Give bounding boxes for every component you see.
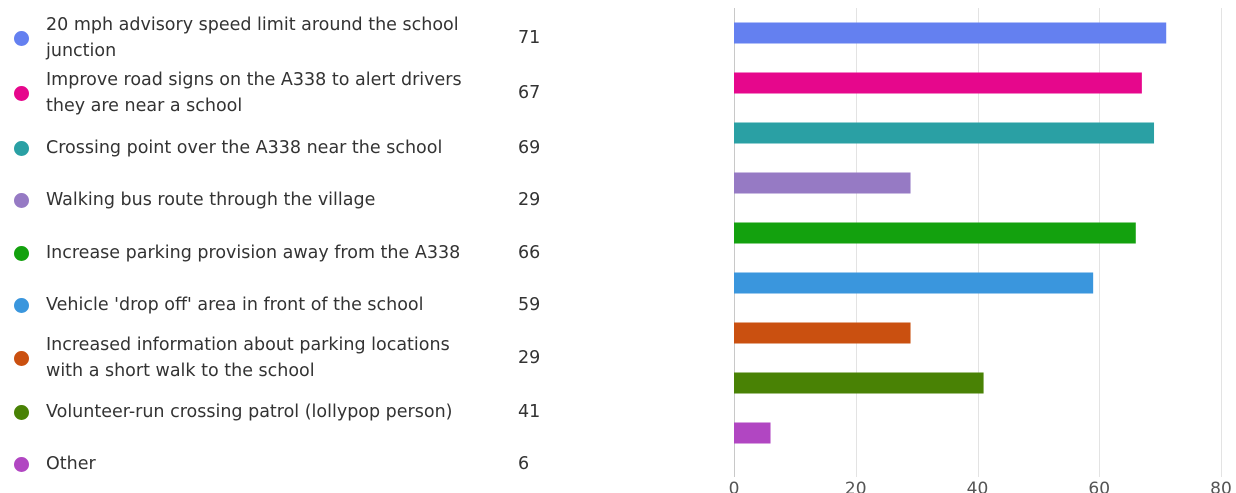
legend-dot-icon xyxy=(14,456,29,472)
value-label: 29 xyxy=(518,348,541,368)
bar[interactable] xyxy=(734,422,771,444)
bar[interactable] xyxy=(734,72,1142,94)
bar[interactable] xyxy=(734,372,984,394)
x-tick-label: 60 xyxy=(1088,479,1110,493)
category-label: Walking bus route through the village xyxy=(46,190,376,210)
category-label: Vehicle 'drop off' area in front of the … xyxy=(46,295,424,315)
category-label: Crossing point over the A338 near the sc… xyxy=(46,138,443,158)
bar[interactable] xyxy=(734,322,911,344)
value-label: 67 xyxy=(518,83,541,103)
category-label: Increased information about parking loca… xyxy=(46,335,450,381)
category-label: 20 mph advisory speed limit around the s… xyxy=(46,15,459,61)
value-label: 66 xyxy=(518,243,541,263)
value-label: 29 xyxy=(518,190,541,210)
value-label: 59 xyxy=(518,295,541,315)
legend-dot-icon xyxy=(14,297,29,313)
x-tick-label: 80 xyxy=(1210,479,1232,493)
legend: 20 mph advisory speed limit around the s… xyxy=(0,0,560,493)
x-tick-label: 20 xyxy=(845,479,867,493)
legend-dot-icon xyxy=(14,30,29,46)
bar[interactable] xyxy=(734,22,1167,44)
bar[interactable] xyxy=(734,222,1136,244)
value-label: 71 xyxy=(518,28,541,48)
legend-dot-icon xyxy=(14,245,29,261)
bar[interactable] xyxy=(734,172,911,194)
legend-dot-icon xyxy=(14,350,29,366)
legend-dot-icon xyxy=(14,404,29,420)
category-label: Other xyxy=(46,454,96,474)
legend-dot-icon xyxy=(14,140,29,156)
bar[interactable] xyxy=(734,122,1155,144)
x-tick-label: 0 xyxy=(729,479,740,493)
legend-dot-icon xyxy=(14,192,29,208)
value-label: 69 xyxy=(518,138,541,158)
x-tick-label: 40 xyxy=(967,479,989,493)
legend-dot-icon xyxy=(14,85,29,101)
bar[interactable] xyxy=(734,272,1094,294)
category-label: Improve road signs on the A338 to alert … xyxy=(46,70,462,116)
category-label: Volunteer-run crossing patrol (lollypop … xyxy=(46,402,453,422)
value-label: 6 xyxy=(518,454,530,474)
value-label: 41 xyxy=(518,402,541,422)
category-label: Increase parking provision away from the… xyxy=(46,243,461,263)
